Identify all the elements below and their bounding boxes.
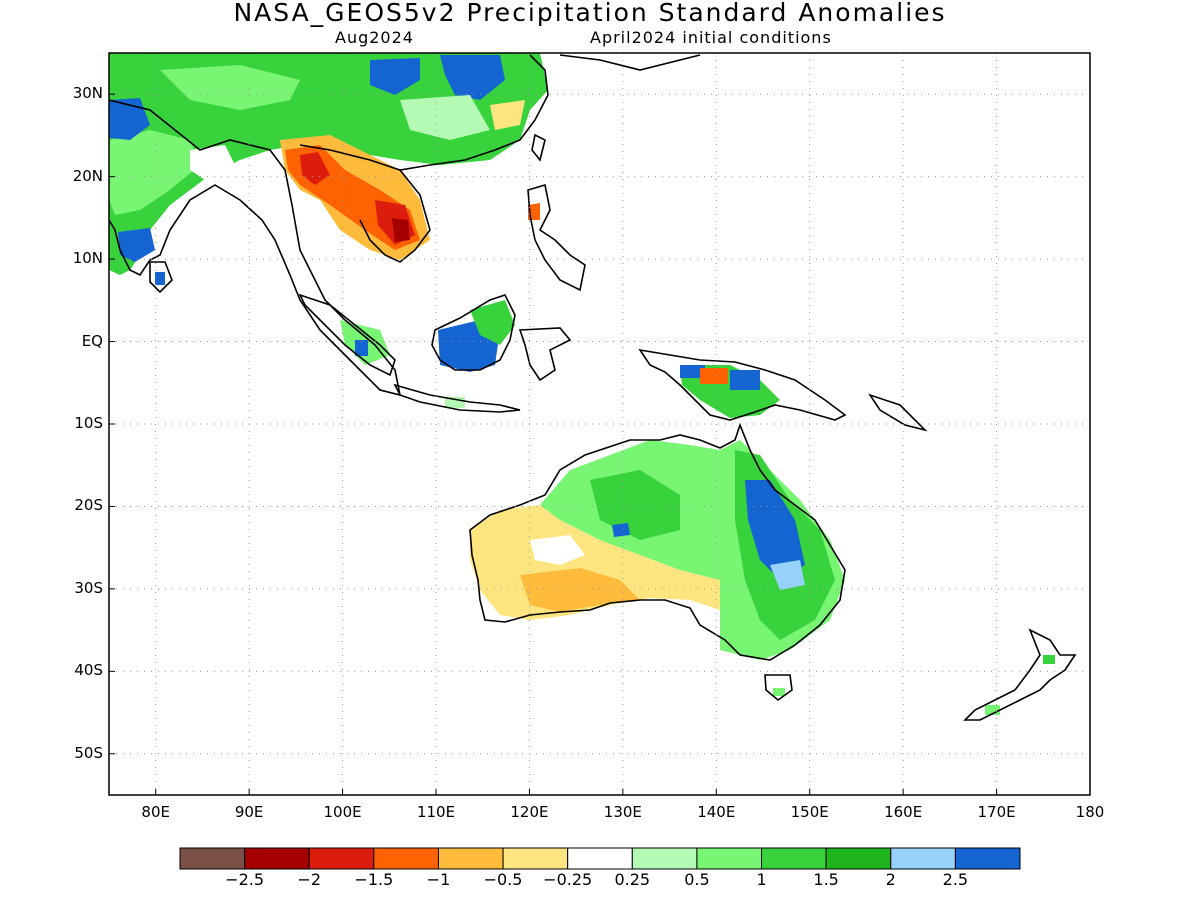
borneo-green-fringe [470,300,515,345]
colorbar-swatch [761,847,827,870]
colorbar-label: 0.25 [614,870,651,889]
colorbar-label: −0.25 [543,870,593,889]
luzon-dry-patch [528,203,540,220]
lon-tick-label: 100E [323,803,362,821]
lon-tick-label: 130E [603,803,642,821]
lon-tick-label: 170E [977,803,1016,821]
colorbar-swatch [890,847,956,870]
colorbar-swatch [373,847,439,870]
colorbar-label: −0.5 [483,870,523,889]
australia-central-wet-core [590,470,680,540]
colorbar-label: 1 [756,870,767,889]
coastlines [109,54,1077,721]
lat-tick-label: 20N [72,166,103,185]
indochina-red-core [300,152,415,245]
lon-tick-label: 140E [697,803,736,821]
lat-tick-label: 40S [74,661,103,680]
lat-tick-label: 50S [74,743,103,762]
anomaly-fields [109,53,1055,715]
tibet-light-patch [190,145,235,180]
colorbar-label: −1.5 [354,870,394,889]
colorbar-label: −1 [426,870,451,889]
colorbar-swatch [308,847,375,870]
colorbar-swatch [179,847,246,870]
lat-tick-label: 30S [74,578,103,597]
new-guinea-orange-patch [700,368,728,384]
colorbar-swatch [825,847,892,870]
lon-tick-label: 180 [1075,803,1105,821]
forecast-month: Aug2024 [335,28,414,47]
colorbar-swatch [954,847,1021,870]
colorbar-swatch [567,847,633,870]
himalaya-wet-patch [160,65,300,110]
lat-tick-label: 20S [74,496,103,515]
south-india-blue-patch [118,228,155,262]
colorbar-swatch [437,847,504,870]
south-china-light-patch [400,95,490,140]
south-asia-wet-patch [109,130,200,215]
australia-east-blue-core [745,480,805,580]
colorbar-label: 1.5 [813,870,839,889]
tasmania-patch [773,688,785,696]
colorbar-label: −2.5 [225,870,265,889]
australia-central-blue-spot [612,523,630,537]
lon-tick-label: 120E [510,803,549,821]
india-blue-patch [109,98,150,140]
colorbar-swatch [631,847,698,870]
south-china-blue-patch [370,58,420,95]
cambodia-dark-red-core [392,218,410,242]
lon-tick-label: 150E [790,803,829,821]
lat-tick-label: 30N [72,84,103,103]
map-title: NASA_GEOS5v2 Precipitation Standard Anom… [233,0,947,27]
australia-northwest-light-patch [530,535,585,565]
sri-lanka-blue-patch [155,272,165,285]
lon-tick-label: 110E [416,803,456,821]
axis-ticks [109,93,1091,795]
colorbar-swatch [244,847,310,870]
colorbar-swatch [502,847,569,870]
new-zealand-north-patch [1043,655,1055,664]
lon-tick-label: 90E [234,803,264,821]
east-china-dry-patch [490,100,525,130]
sumatra-blue-patch [355,340,368,356]
lon-tick-label: 80E [141,803,170,821]
lon-tick-label: 160E [884,803,923,821]
lat-tick-label: 10N [72,249,103,268]
australia-east-light-fringe [770,560,805,590]
colorbar-swatch [696,847,763,870]
lat-tick-label: EQ [81,331,103,350]
lat-tick-label: 10S [74,414,103,432]
east-china-blue-patch [440,55,505,100]
colorbar-label: −2 [297,870,322,889]
colorbar-label: 0.5 [684,870,710,889]
colorbar-label: 2.5 [942,870,969,889]
colorbar-label: 2 [885,870,896,889]
initial-conditions: April2024 initial conditions [590,28,832,47]
australia-south-dry-core [520,568,640,612]
